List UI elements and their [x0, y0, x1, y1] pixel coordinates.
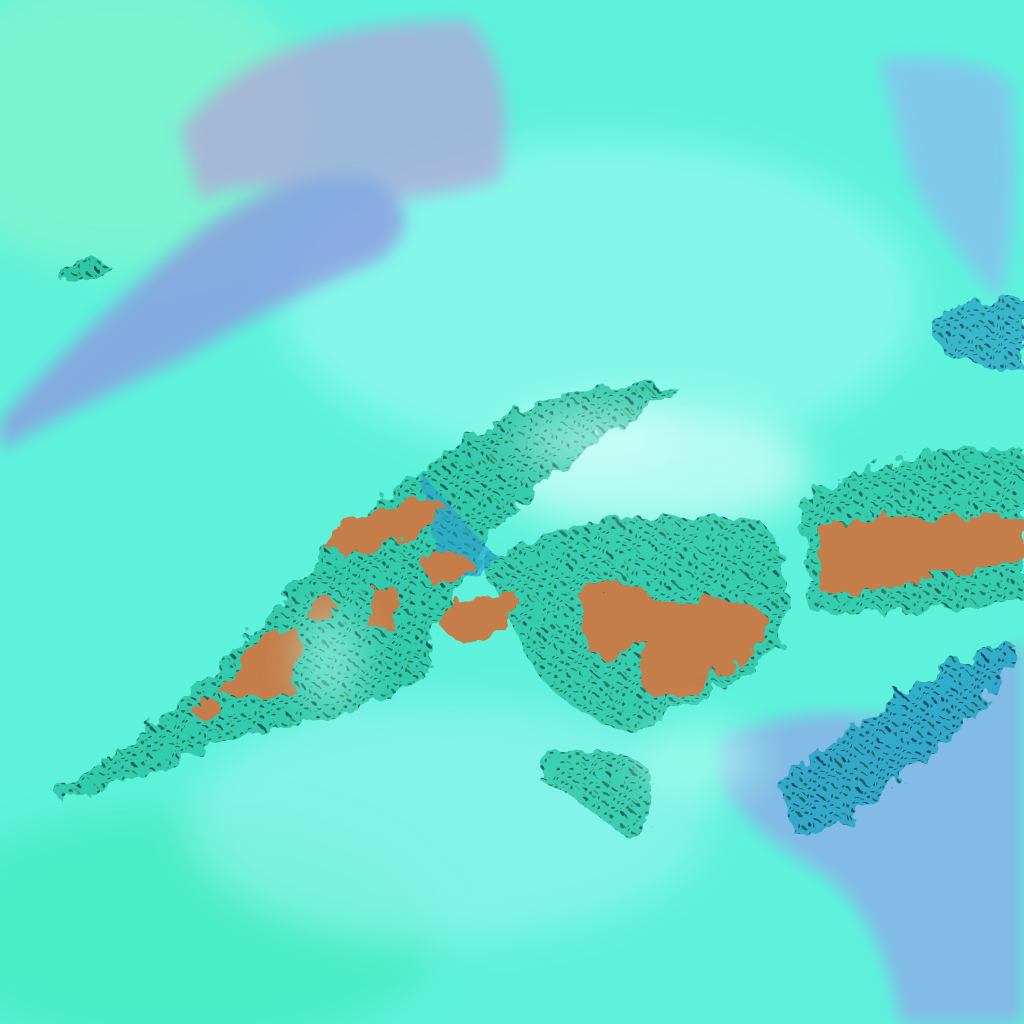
brown-terrain [195, 500, 1024, 719]
cloud-haze [300, 410, 760, 800]
